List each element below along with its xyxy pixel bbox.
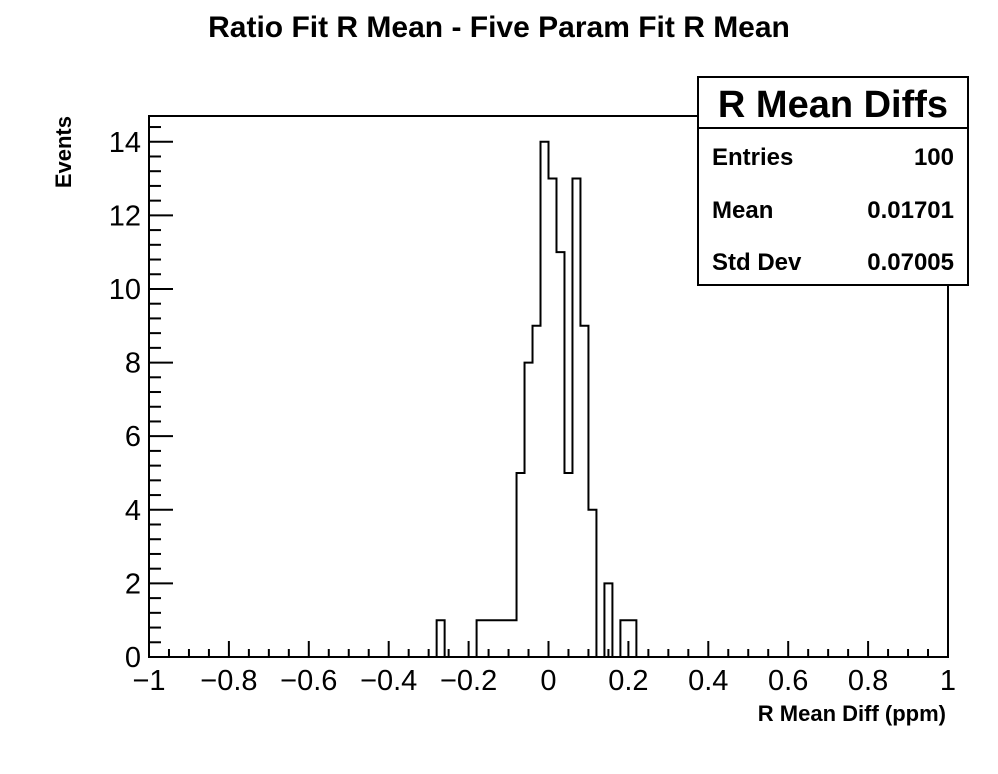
- stats-stddev-label: Std Dev: [712, 249, 802, 276]
- x-tick-label: 0.4: [688, 665, 728, 697]
- x-tick-label: −0.8: [200, 665, 257, 697]
- stats-mean-value: 0.01701: [867, 197, 954, 224]
- x-tick-label: −1: [132, 665, 165, 697]
- y-tick-label: 10: [109, 274, 141, 306]
- y-axis: 0 2 4 6 8 10 12 14: [109, 126, 173, 674]
- stats-entries-label: Entries: [712, 144, 793, 171]
- x-tick-label: 0.6: [768, 665, 808, 697]
- x-tick-label: 1: [940, 665, 956, 697]
- x-tick-label: 0.8: [848, 665, 888, 697]
- stats-entries-value: 100: [914, 144, 954, 171]
- x-axis: −1 −0.8 −0.6 −0.4 −0.2 0 0.2 0.4 0.6 0.8 1: [132, 641, 956, 697]
- y-tick-label: 8: [125, 348, 141, 380]
- stats-box-title: R Mean Diffs: [718, 84, 948, 126]
- x-axis-title: R Mean Diff (ppm): [758, 701, 946, 726]
- y-tick-label: 6: [125, 421, 141, 453]
- x-tick-label: −0.6: [280, 665, 337, 697]
- y-tick-label: 0: [125, 642, 141, 674]
- x-tick-label: 0: [540, 665, 556, 697]
- stats-stddev-value: 0.07005: [867, 249, 954, 276]
- y-axis-title: Events: [51, 116, 76, 188]
- y-tick-label: 12: [109, 200, 141, 232]
- y-tick-label: 14: [109, 127, 141, 159]
- x-tick-label: −0.2: [440, 665, 497, 697]
- stats-box: R Mean Diffs Entries 100 Mean 0.01701 St…: [697, 76, 969, 286]
- histogram-outline: [149, 140, 948, 658]
- y-tick-label: 2: [125, 568, 141, 600]
- stats-box-frame: [697, 76, 969, 286]
- y-tick-label: 4: [125, 495, 141, 527]
- chart-title: Ratio Fit R Mean - Five Param Fit R Mean: [208, 11, 790, 44]
- x-tick-label: −0.4: [360, 665, 417, 697]
- x-tick-label: 0.2: [608, 665, 648, 697]
- stats-mean-label: Mean: [712, 197, 773, 224]
